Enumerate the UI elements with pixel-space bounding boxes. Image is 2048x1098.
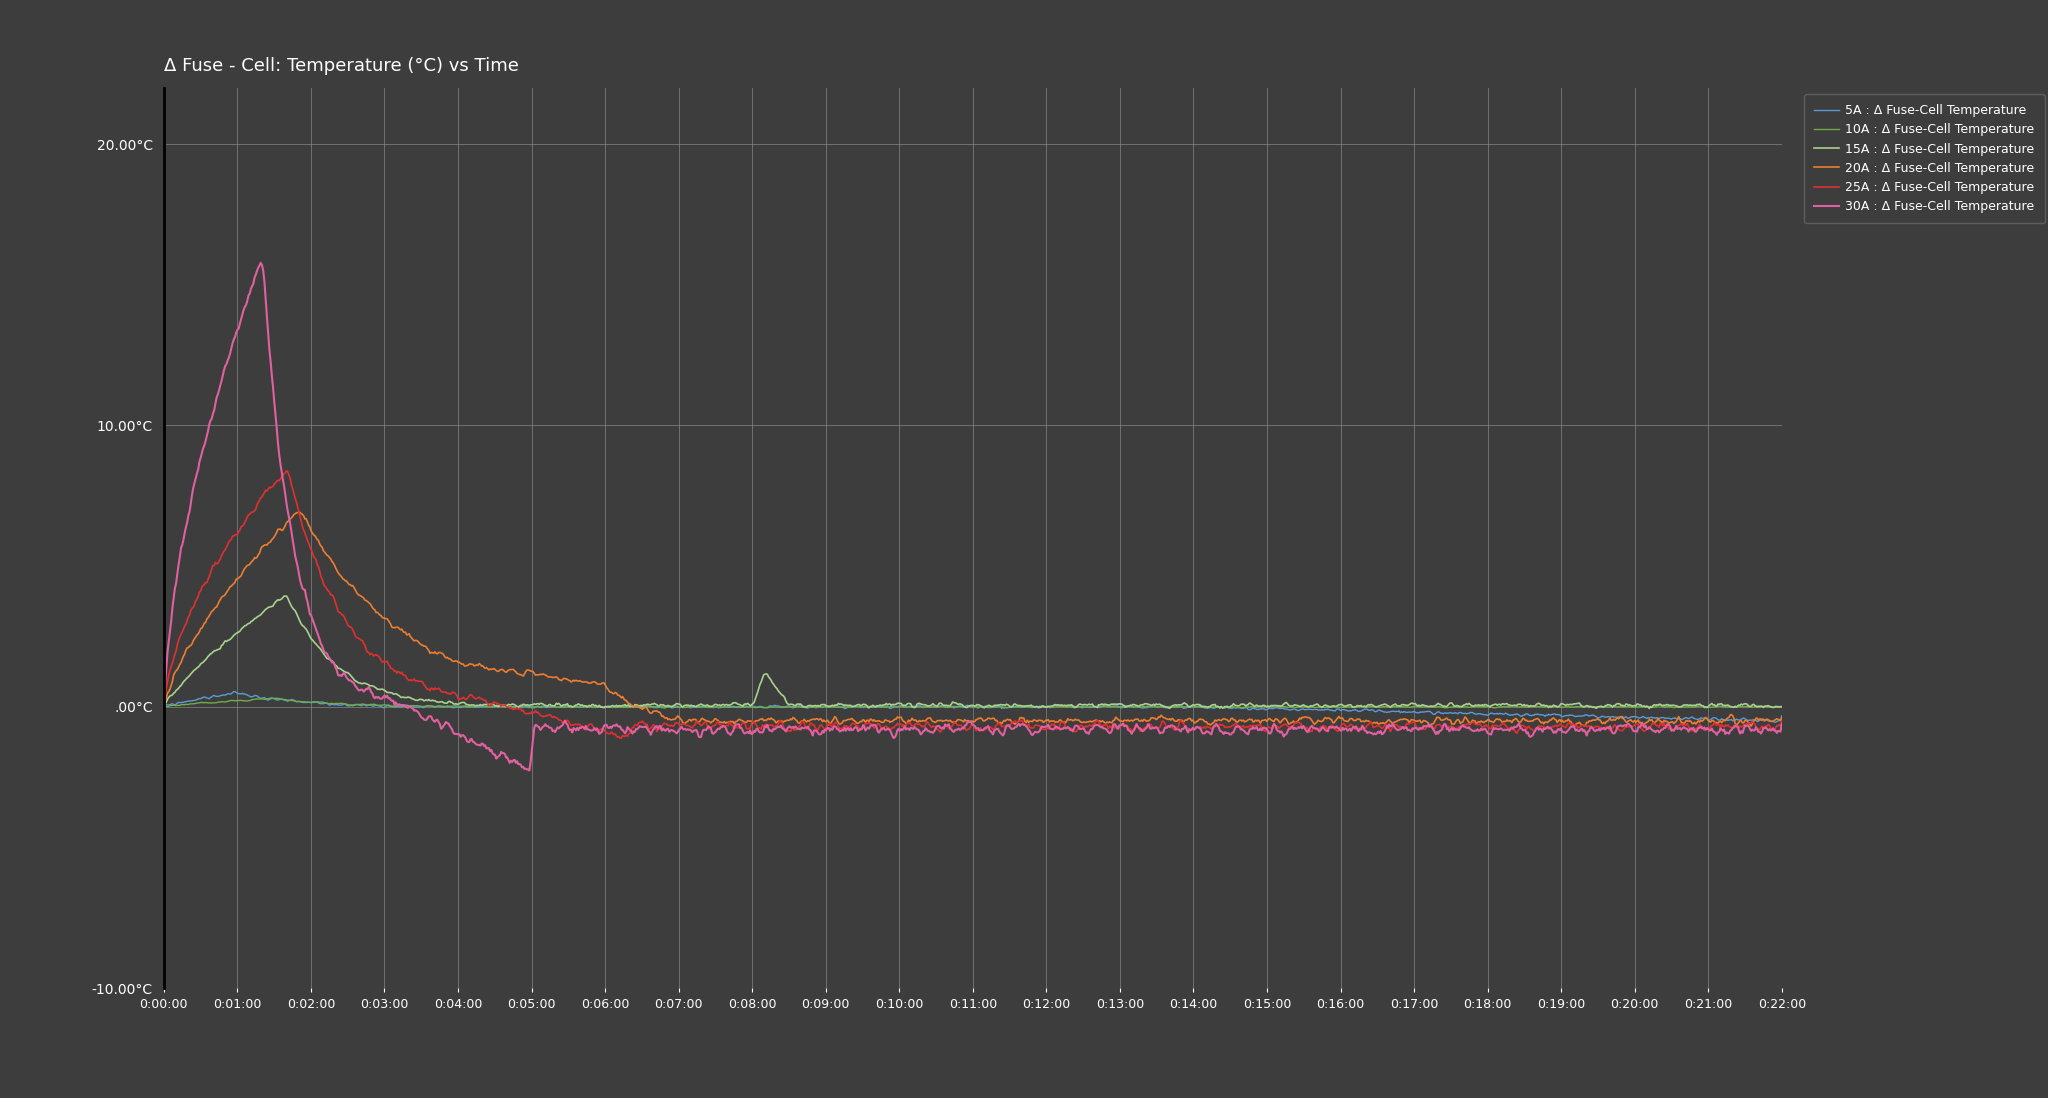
25A : Δ Fuse-Cell Temperature: (100, 8.39): Δ Fuse-Cell Temperature: (100, 8.39)	[274, 464, 299, 478]
25A : Δ Fuse-Cell Temperature: (1.12e+03, -0.665): Δ Fuse-Cell Temperature: (1.12e+03, -0.6…	[1526, 719, 1550, 732]
Line: 15A : Δ Fuse-Cell Temperature: 15A : Δ Fuse-Cell Temperature	[164, 596, 1782, 708]
30A : Δ Fuse-Cell Temperature: (298, -2.26): Δ Fuse-Cell Temperature: (298, -2.26)	[516, 764, 541, 777]
30A : Δ Fuse-Cell Temperature: (79.1, 15.8): Δ Fuse-Cell Temperature: (79.1, 15.8)	[248, 256, 272, 269]
Legend: 5A : Δ Fuse-Cell Temperature, 10A : Δ Fuse-Cell Temperature, 15A : Δ Fuse-Cell T: 5A : Δ Fuse-Cell Temperature, 10A : Δ Fu…	[1804, 94, 2044, 223]
15A : Δ Fuse-Cell Temperature: (0, 0.0258): Δ Fuse-Cell Temperature: (0, 0.0258)	[152, 699, 176, 713]
10A : Δ Fuse-Cell Temperature: (88.1, 0.317): Δ Fuse-Cell Temperature: (88.1, 0.317)	[260, 692, 285, 705]
Line: 5A : Δ Fuse-Cell Temperature: 5A : Δ Fuse-Cell Temperature	[164, 692, 1782, 722]
15A : Δ Fuse-Cell Temperature: (281, 0.0875): Δ Fuse-Cell Temperature: (281, 0.0875)	[496, 698, 520, 712]
Line: 30A : Δ Fuse-Cell Temperature: 30A : Δ Fuse-Cell Temperature	[164, 262, 1782, 771]
5A : Δ Fuse-Cell Temperature: (315, -0.0117): Δ Fuse-Cell Temperature: (315, -0.0117)	[539, 701, 563, 714]
25A : Δ Fuse-Cell Temperature: (301, -0.202): Δ Fuse-Cell Temperature: (301, -0.202)	[520, 706, 545, 719]
5A : Δ Fuse-Cell Temperature: (878, -0.0265): Δ Fuse-Cell Temperature: (878, -0.0265)	[1227, 701, 1251, 714]
20A : Δ Fuse-Cell Temperature: (315, 1.06): Δ Fuse-Cell Temperature: (315, 1.06)	[539, 671, 563, 684]
15A : Δ Fuse-Cell Temperature: (878, 0.046): Δ Fuse-Cell Temperature: (878, 0.046)	[1227, 699, 1251, 713]
15A : Δ Fuse-Cell Temperature: (1.32e+03, 0.0046): Δ Fuse-Cell Temperature: (1.32e+03, 0.00…	[1769, 701, 1794, 714]
10A : Δ Fuse-Cell Temperature: (879, -0.0213): Δ Fuse-Cell Temperature: (879, -0.0213)	[1229, 701, 1253, 714]
20A : Δ Fuse-Cell Temperature: (0, 0.0348): Δ Fuse-Cell Temperature: (0, 0.0348)	[152, 699, 176, 713]
25A : Δ Fuse-Cell Temperature: (281, -0.0156): Δ Fuse-Cell Temperature: (281, -0.0156)	[496, 701, 520, 714]
Line: 20A : Δ Fuse-Cell Temperature: 20A : Δ Fuse-Cell Temperature	[164, 512, 1782, 727]
25A : Δ Fuse-Cell Temperature: (372, -1.12): Δ Fuse-Cell Temperature: (372, -1.12)	[608, 731, 633, 744]
15A : Δ Fuse-Cell Temperature: (1.21e+03, -0.0591): Δ Fuse-Cell Temperature: (1.21e+03, -0.0…	[1636, 702, 1661, 715]
30A : Δ Fuse-Cell Temperature: (1.32e+03, -0.6): Δ Fuse-Cell Temperature: (1.32e+03, -0.6…	[1769, 717, 1794, 730]
25A : Δ Fuse-Cell Temperature: (315, -0.276): Δ Fuse-Cell Temperature: (315, -0.276)	[539, 708, 563, 721]
5A : Δ Fuse-Cell Temperature: (39, 0.36): Δ Fuse-Cell Temperature: (39, 0.36)	[199, 691, 223, 704]
5A : Δ Fuse-Cell Temperature: (0, 0.0318): Δ Fuse-Cell Temperature: (0, 0.0318)	[152, 699, 176, 713]
15A : Δ Fuse-Cell Temperature: (301, 0.0816): Δ Fuse-Cell Temperature: (301, 0.0816)	[520, 698, 545, 712]
5A : Δ Fuse-Cell Temperature: (281, -0.0093): Δ Fuse-Cell Temperature: (281, -0.0093)	[496, 701, 520, 714]
10A : Δ Fuse-Cell Temperature: (301, 0.00449): Δ Fuse-Cell Temperature: (301, 0.00449)	[520, 701, 545, 714]
15A : Δ Fuse-Cell Temperature: (1.12e+03, 0.115): Δ Fuse-Cell Temperature: (1.12e+03, 0.11…	[1526, 697, 1550, 710]
20A : Δ Fuse-Cell Temperature: (301, 1.25): Δ Fuse-Cell Temperature: (301, 1.25)	[520, 665, 545, 679]
15A : Δ Fuse-Cell Temperature: (315, 0.0813): Δ Fuse-Cell Temperature: (315, 0.0813)	[539, 698, 563, 712]
30A : Δ Fuse-Cell Temperature: (316, -0.756): Δ Fuse-Cell Temperature: (316, -0.756)	[539, 721, 563, 735]
10A : Δ Fuse-Cell Temperature: (315, 0.0137): Δ Fuse-Cell Temperature: (315, 0.0137)	[539, 699, 563, 713]
10A : Δ Fuse-Cell Temperature: (0, 0.00259): Δ Fuse-Cell Temperature: (0, 0.00259)	[152, 701, 176, 714]
25A : Δ Fuse-Cell Temperature: (1.32e+03, -0.531): Δ Fuse-Cell Temperature: (1.32e+03, -0.5…	[1769, 715, 1794, 728]
Text: Δ Fuse - Cell: Temperature (°C) vs Time: Δ Fuse - Cell: Temperature (°C) vs Time	[164, 57, 518, 75]
Line: 10A : Δ Fuse-Cell Temperature: 10A : Δ Fuse-Cell Temperature	[164, 698, 1782, 708]
15A : Δ Fuse-Cell Temperature: (99.1, 3.94): Δ Fuse-Cell Temperature: (99.1, 3.94)	[272, 590, 297, 603]
10A : Δ Fuse-Cell Temperature: (281, 0.00738): Δ Fuse-Cell Temperature: (281, 0.00738)	[496, 701, 520, 714]
20A : Δ Fuse-Cell Temperature: (281, 1.31): Δ Fuse-Cell Temperature: (281, 1.31)	[496, 663, 520, 676]
5A : Δ Fuse-Cell Temperature: (1.32e+03, -0.322): Δ Fuse-Cell Temperature: (1.32e+03, -0.3…	[1769, 709, 1794, 722]
10A : Δ Fuse-Cell Temperature: (1.12e+03, 0.00321): Δ Fuse-Cell Temperature: (1.12e+03, 0.00…	[1526, 701, 1550, 714]
30A : Δ Fuse-Cell Temperature: (879, -0.803): Δ Fuse-Cell Temperature: (879, -0.803)	[1229, 722, 1253, 736]
30A : Δ Fuse-Cell Temperature: (1.12e+03, -0.817): Δ Fuse-Cell Temperature: (1.12e+03, -0.8…	[1526, 724, 1550, 737]
20A : Δ Fuse-Cell Temperature: (1.15e+03, -0.695): Δ Fuse-Cell Temperature: (1.15e+03, -0.6…	[1563, 720, 1587, 733]
20A : Δ Fuse-Cell Temperature: (1.32e+03, -0.397): Δ Fuse-Cell Temperature: (1.32e+03, -0.3…	[1769, 712, 1794, 725]
Line: 25A : Δ Fuse-Cell Temperature: 25A : Δ Fuse-Cell Temperature	[164, 471, 1782, 738]
20A : Δ Fuse-Cell Temperature: (878, -0.475): Δ Fuse-Cell Temperature: (878, -0.475)	[1227, 714, 1251, 727]
10A : Δ Fuse-Cell Temperature: (1.32e+03, -0.00397): Δ Fuse-Cell Temperature: (1.32e+03, -0.0…	[1769, 701, 1794, 714]
20A : Δ Fuse-Cell Temperature: (110, 6.92): Δ Fuse-Cell Temperature: (110, 6.92)	[287, 505, 311, 518]
20A : Δ Fuse-Cell Temperature: (1.12e+03, -0.417): Δ Fuse-Cell Temperature: (1.12e+03, -0.4…	[1526, 712, 1550, 725]
10A : Δ Fuse-Cell Temperature: (39, 0.135): Δ Fuse-Cell Temperature: (39, 0.135)	[199, 696, 223, 709]
15A : Δ Fuse-Cell Temperature: (39, 1.9): Δ Fuse-Cell Temperature: (39, 1.9)	[199, 647, 223, 660]
30A : Δ Fuse-Cell Temperature: (302, -0.738): Δ Fuse-Cell Temperature: (302, -0.738)	[522, 721, 547, 735]
20A : Δ Fuse-Cell Temperature: (39, 3.39): Δ Fuse-Cell Temperature: (39, 3.39)	[199, 605, 223, 618]
5A : Δ Fuse-Cell Temperature: (301, -0.0301): Δ Fuse-Cell Temperature: (301, -0.0301)	[520, 702, 545, 715]
30A : Δ Fuse-Cell Temperature: (0, 0.352): Δ Fuse-Cell Temperature: (0, 0.352)	[152, 691, 176, 704]
10A : Δ Fuse-Cell Temperature: (408, -0.0411): Δ Fuse-Cell Temperature: (408, -0.0411)	[651, 702, 676, 715]
30A : Δ Fuse-Cell Temperature: (281, -1.91): Δ Fuse-Cell Temperature: (281, -1.91)	[496, 754, 520, 768]
5A : Δ Fuse-Cell Temperature: (58, 0.543): Δ Fuse-Cell Temperature: (58, 0.543)	[223, 685, 248, 698]
25A : Δ Fuse-Cell Temperature: (39, 4.9): Δ Fuse-Cell Temperature: (39, 4.9)	[199, 562, 223, 575]
25A : Δ Fuse-Cell Temperature: (0, 0.174): Δ Fuse-Cell Temperature: (0, 0.174)	[152, 695, 176, 708]
5A : Δ Fuse-Cell Temperature: (1.31e+03, -0.545): Δ Fuse-Cell Temperature: (1.31e+03, -0.5…	[1763, 716, 1788, 729]
30A : Δ Fuse-Cell Temperature: (39, 10.2): Δ Fuse-Cell Temperature: (39, 10.2)	[199, 412, 223, 425]
25A : Δ Fuse-Cell Temperature: (879, -0.727): Δ Fuse-Cell Temperature: (879, -0.727)	[1229, 720, 1253, 733]
5A : Δ Fuse-Cell Temperature: (1.12e+03, -0.256): Δ Fuse-Cell Temperature: (1.12e+03, -0.2…	[1526, 707, 1550, 720]
